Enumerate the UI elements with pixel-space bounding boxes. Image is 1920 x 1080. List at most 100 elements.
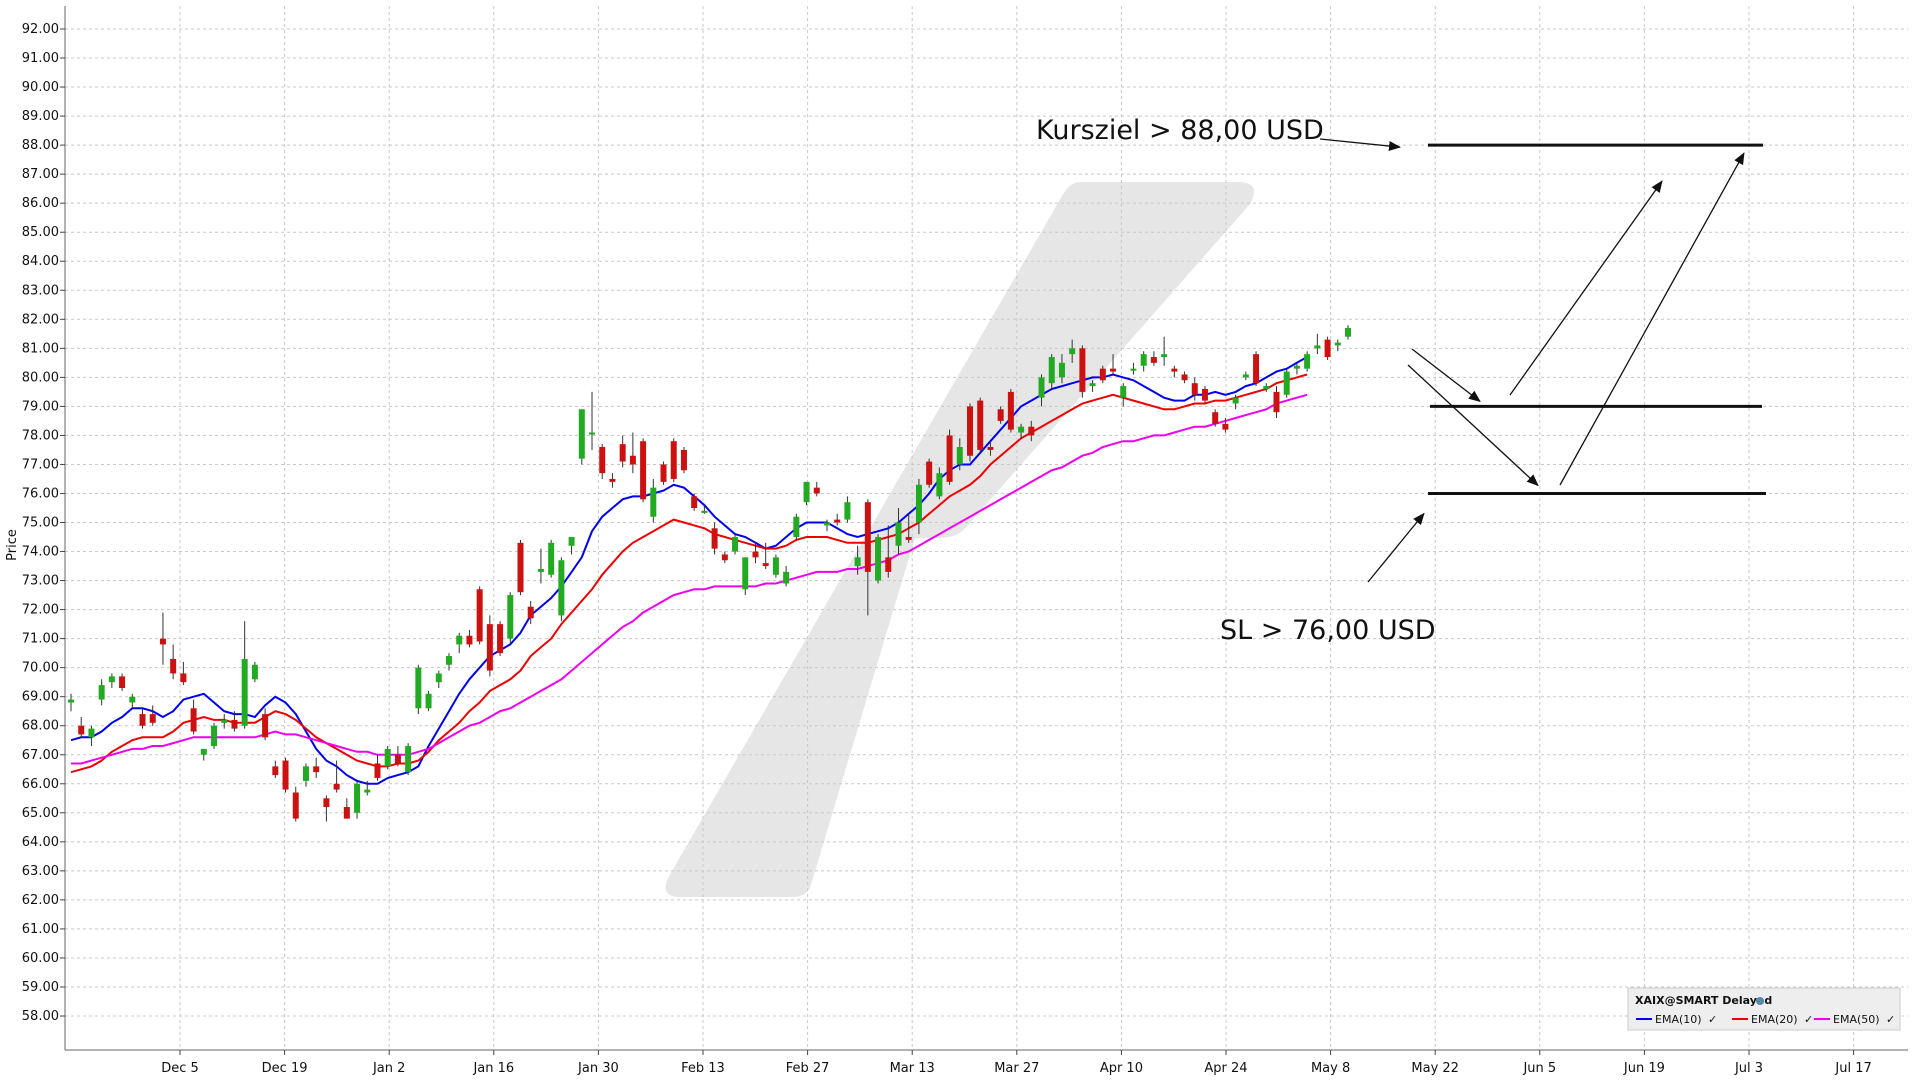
candle-body <box>435 673 442 683</box>
candle-body <box>200 748 207 755</box>
candle-body <box>548 542 555 575</box>
candle-body <box>425 693 432 709</box>
candle-body <box>1345 328 1351 337</box>
candle-body <box>251 664 258 680</box>
candle-body <box>701 510 708 513</box>
candle-body <box>241 658 248 726</box>
candle-body <box>578 409 585 459</box>
candle-body <box>466 635 473 645</box>
candle-body <box>129 696 136 703</box>
y-tick-label: 81.00 <box>22 341 59 356</box>
y-tick-label: 80.00 <box>22 370 59 385</box>
globe-icon[interactable] <box>1756 997 1764 1005</box>
candle-body <box>1130 368 1137 371</box>
candle-body <box>527 606 534 619</box>
y-tick-label: 65.00 <box>22 806 59 821</box>
candle-body <box>517 542 524 593</box>
candle-body <box>78 725 85 735</box>
y-tick-label: 59.00 <box>22 980 59 995</box>
y-tick-label: 63.00 <box>22 864 59 879</box>
candle-body <box>640 441 647 500</box>
x-tick-label: Feb 27 <box>786 1061 830 1076</box>
candle-body <box>354 783 361 813</box>
candle-body <box>1242 374 1249 378</box>
candle-body <box>394 754 401 764</box>
x-tick-label: Jan 16 <box>472 1061 514 1076</box>
y-tick-label: 87.00 <box>22 167 59 182</box>
candle-body <box>119 676 126 688</box>
candle-body <box>1069 348 1076 355</box>
candle-body <box>783 571 790 584</box>
candle-body <box>1232 397 1239 404</box>
candle-body <box>88 728 95 738</box>
candle-body <box>977 400 984 450</box>
candle-body <box>221 719 228 723</box>
x-tick-label: Dec 19 <box>262 1061 308 1076</box>
y-tick-label: 72.00 <box>22 603 59 618</box>
y-tick-label: 62.00 <box>22 893 59 908</box>
candle-body <box>1099 368 1106 381</box>
price-levels <box>1428 143 1766 495</box>
candle-body <box>1324 339 1331 358</box>
candle-body <box>139 714 146 726</box>
candle-body <box>619 444 626 462</box>
candle-body <box>1334 342 1341 346</box>
candle-body <box>1212 412 1219 424</box>
candle-body <box>1253 354 1260 384</box>
candle-body <box>415 667 422 709</box>
legend: XAIX@SMART Delayed EMA(10) ✓ EMA(20) ✓ EMA(5… <box>1627 987 1901 1031</box>
candle-body <box>1293 365 1300 369</box>
y-axis-label: Price <box>5 529 20 561</box>
candle-body <box>507 595 514 639</box>
candle-body <box>936 473 943 497</box>
legend-check-icon: ✓ <box>1804 1013 1813 1026</box>
x-tick-label: Apr 10 <box>1100 1061 1143 1076</box>
x-tick-label: Mar 27 <box>994 1061 1039 1076</box>
candle-body <box>1171 368 1178 372</box>
candle-body <box>1048 357 1055 384</box>
candle-body <box>108 676 115 683</box>
candle-body <box>568 537 575 546</box>
candle-body <box>599 447 606 474</box>
candle-body <box>1263 386 1270 389</box>
candle-body <box>1283 371 1290 395</box>
y-tick-label: 89.00 <box>22 109 59 124</box>
candle-body <box>476 589 483 642</box>
y-tick-label: 60.00 <box>22 951 59 966</box>
legend-item-label: EMA(10) <box>1655 1013 1702 1026</box>
candle-body <box>987 447 994 450</box>
annotation-arrow <box>1559 152 1745 486</box>
candle-body <box>1028 426 1035 436</box>
candle-body <box>844 502 851 520</box>
candle-body <box>1150 357 1157 363</box>
x-tick-label: Jun 19 <box>1623 1061 1665 1076</box>
candle-body <box>732 537 739 552</box>
y-tick-label: 73.00 <box>22 574 59 589</box>
candle-body <box>1201 388 1208 401</box>
candle-body <box>405 746 412 773</box>
candle-body <box>946 435 953 482</box>
candle-body <box>211 725 218 747</box>
legend-check-icon: ✓ <box>1886 1013 1895 1026</box>
candle-body <box>1018 426 1025 433</box>
candle-body <box>558 560 565 616</box>
candle-body <box>456 635 463 645</box>
watermark-logo <box>665 182 1254 897</box>
annotation-arrows <box>1319 138 1745 583</box>
x-tick-label: May 8 <box>1311 1061 1350 1076</box>
candle-body <box>262 714 269 738</box>
y-tick-label: 83.00 <box>22 283 59 298</box>
y-tick-label: 69.00 <box>22 690 59 705</box>
candle-body <box>323 798 330 808</box>
x-axis: Dec 5 Dec 19 Jan 2 Jan 16 Jan 30 Feb 13 Feb 27… <box>65 1049 1908 1076</box>
candle-body <box>629 455 636 465</box>
annotation-arrow <box>1407 364 1539 487</box>
y-tick-label: 78.00 <box>22 428 59 443</box>
candle-body <box>98 685 105 700</box>
y-tick-label: 70.00 <box>22 661 59 676</box>
candle-body <box>1191 383 1198 395</box>
candle-body <box>762 563 769 567</box>
candle-body <box>1110 368 1117 372</box>
candle-body <box>680 449 687 471</box>
